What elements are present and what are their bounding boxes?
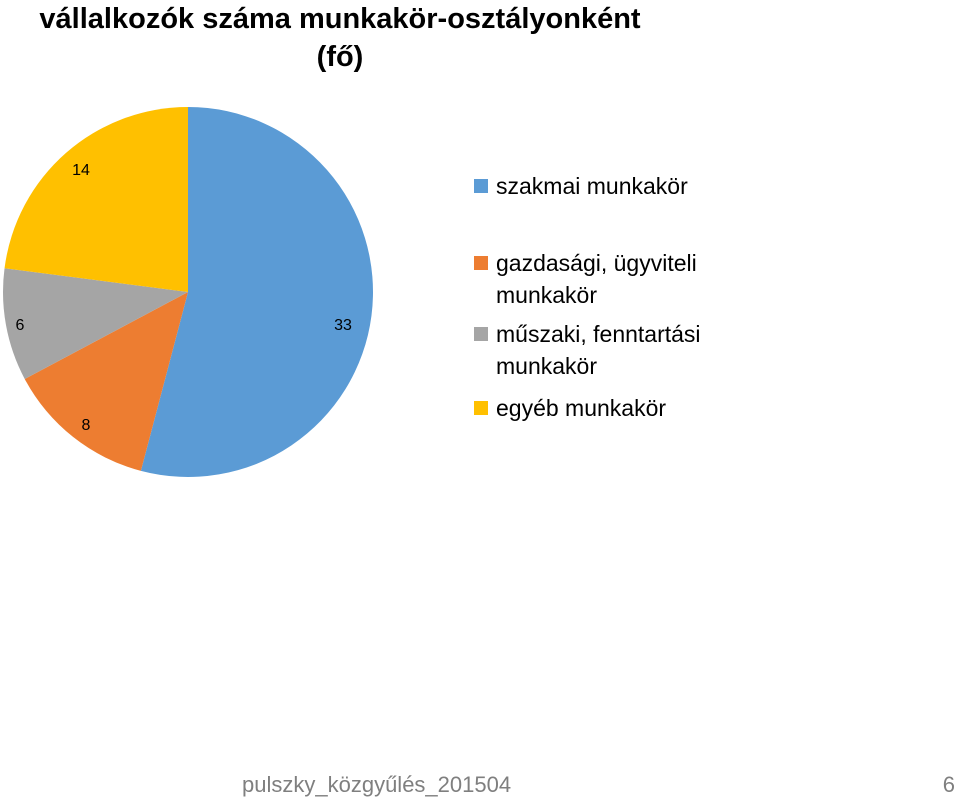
pie-slice-3 bbox=[2, 268, 189, 379]
chart-title-line-1: vállalkozók száma munkakör-osztályonként bbox=[39, 3, 641, 35]
slice-data-label: 8 bbox=[82, 417, 91, 434]
legend-label: gazdasági, ügyviteli munkakör bbox=[496, 250, 697, 308]
legend-item-muszaki: műszaki, fenntartási munkakör bbox=[474, 318, 774, 382]
chart-title: vállalkozók száma munkakör-osztályonként… bbox=[0, 0, 680, 76]
legend-swatch bbox=[474, 327, 488, 341]
legend-item-gazdasagi: gazdasági, ügyviteli munkakör bbox=[474, 247, 774, 311]
pie-slice-1 bbox=[140, 107, 373, 477]
page-number: 6 bbox=[942, 772, 955, 797]
pie-slice-4 bbox=[4, 107, 188, 292]
slice-data-label: 33 bbox=[334, 317, 352, 334]
footer-filename: pulszky_közgyűlés_201504 bbox=[242, 772, 512, 797]
legend-label: műszaki, fenntartási munkakör bbox=[496, 321, 701, 379]
legend-swatch bbox=[474, 401, 488, 415]
legend-label: szakmai munkakör bbox=[496, 173, 688, 199]
legend-swatch bbox=[474, 179, 488, 193]
legend-item-egyeb: egyéb munkakör bbox=[474, 392, 774, 424]
pie-slice-2 bbox=[24, 292, 188, 471]
legend-swatch bbox=[474, 256, 488, 270]
slice-data-label: 14 bbox=[72, 162, 90, 179]
chart-title-line-2: (fő) bbox=[316, 41, 364, 73]
chart-legend: szakmai munkakör gazdasági, ügyviteli mu… bbox=[474, 170, 774, 424]
legend-label: egyéb munkakör bbox=[496, 395, 667, 421]
slice-data-label: 6 bbox=[16, 317, 25, 334]
legend-item-szakmai: szakmai munkakör bbox=[474, 170, 774, 202]
